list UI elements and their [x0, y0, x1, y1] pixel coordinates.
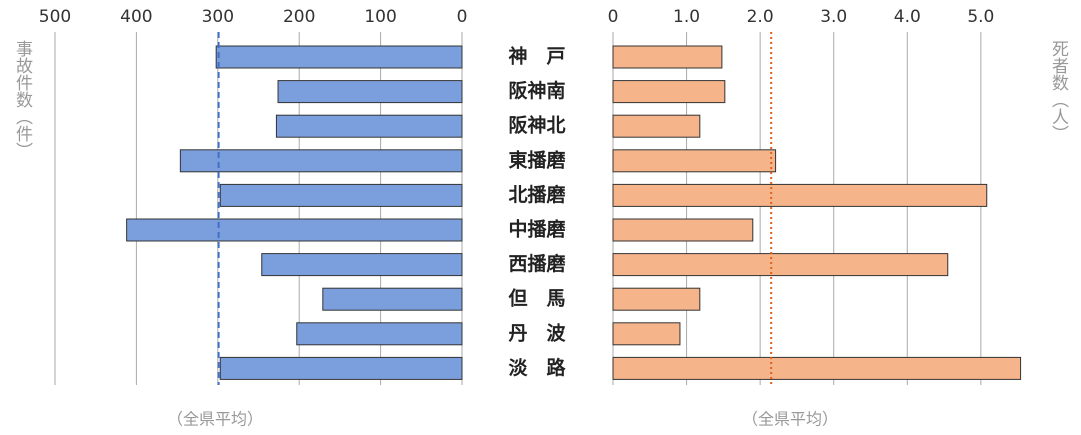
bar	[612, 80, 726, 104]
bar	[219, 356, 463, 380]
average-label: （全県平均）	[742, 410, 838, 429]
bar	[612, 114, 701, 138]
x-tick-label: 0	[608, 7, 619, 27]
bar	[612, 253, 949, 277]
bar	[179, 149, 463, 173]
x-tick-label: 4.0	[894, 7, 921, 27]
x-tick-label: 400	[120, 7, 152, 27]
category-label: 阪神南	[508, 79, 565, 102]
category-label: 西播磨	[508, 252, 565, 275]
bar	[612, 322, 681, 346]
x-tick-label: 5.0	[967, 7, 994, 27]
x-tick-label: 0	[457, 7, 468, 27]
bar	[612, 149, 777, 173]
category-label: 淡 路	[508, 356, 566, 379]
bar	[261, 253, 463, 277]
x-tick-label: 100	[364, 7, 396, 27]
bar	[612, 183, 988, 207]
average-label: （全県平均）	[167, 410, 263, 429]
x-tick-label: 2.0	[747, 7, 774, 27]
bar	[215, 45, 463, 69]
bar	[612, 287, 701, 311]
x-tick-label: 300	[202, 7, 234, 27]
x-tick-label: 3.0	[820, 7, 847, 27]
category-label: 阪神北	[508, 114, 565, 137]
x-tick-label: 1.0	[673, 7, 700, 27]
bar	[612, 356, 1022, 380]
bar	[126, 218, 463, 242]
bar	[322, 287, 463, 311]
x-tick-label: 200	[283, 7, 315, 27]
bar	[275, 114, 463, 138]
bar	[612, 218, 754, 242]
bar	[296, 322, 463, 346]
bar	[219, 183, 463, 207]
category-label: 丹 波	[508, 321, 566, 344]
bar	[277, 80, 463, 104]
category-label: 中播磨	[508, 218, 565, 241]
category-label: 神 戸	[508, 45, 565, 68]
category-label: 東播磨	[508, 148, 565, 171]
axis-title: 死者数（人）	[1048, 40, 1069, 142]
axis-title: 事故件数（件）	[12, 40, 33, 159]
x-tick-label: 500	[39, 7, 71, 27]
bar	[612, 45, 723, 69]
category-label: 北播磨	[508, 183, 565, 206]
category-label: 但 馬	[508, 287, 565, 310]
